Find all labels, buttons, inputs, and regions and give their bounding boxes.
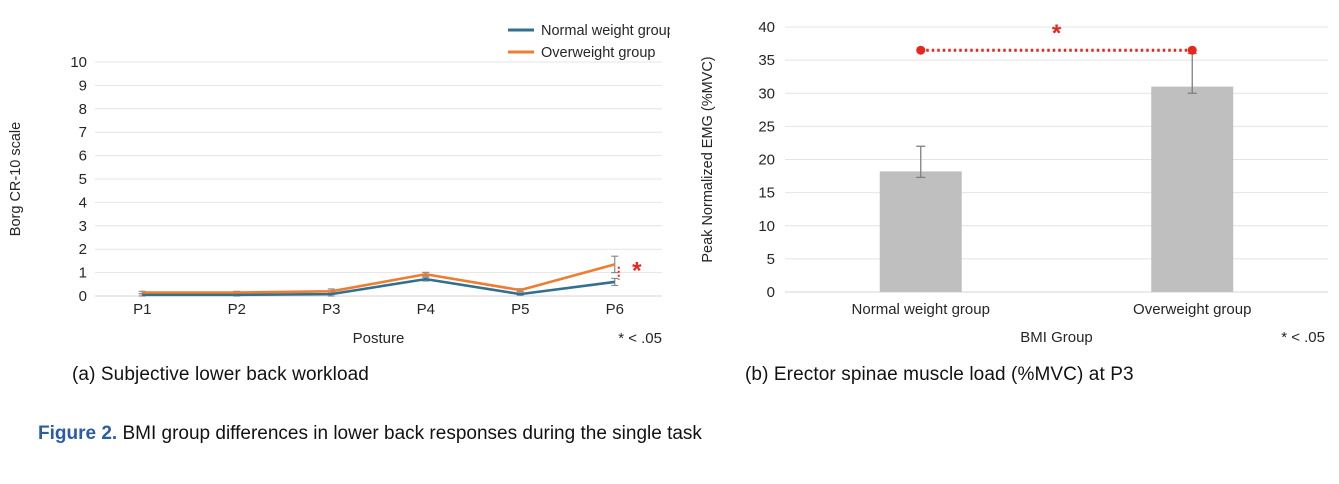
y-tick-label: 20 <box>758 152 775 169</box>
borg-scale-line-chart: 0 1 2 3 4 5 6 7 8 9 10 Borg CR-10 scale P1 P2 P3 P4 P5 P6… <box>8 23 675 347</box>
y-tick-label: 6 <box>79 148 87 165</box>
legend-label: Normal weight group <box>541 23 670 39</box>
y-tick-label: 7 <box>79 124 87 141</box>
x-tick-label: Normal weight group <box>852 301 990 318</box>
emg-bar-chart: 0 5 10 15 20 25 30 35 40 Peak Normalized EMG (%MV… <box>700 19 1328 346</box>
x-tick-label: P6 <box>606 301 624 318</box>
y-tick-label: 35 <box>758 52 775 69</box>
significance-note: * < .05 <box>1281 329 1325 346</box>
y-tick-label: 25 <box>758 118 775 135</box>
figure-caption-label: Figure 2. <box>38 423 118 444</box>
x-tick-label: Overweight group <box>1133 301 1251 318</box>
panel-a-caption: (a) Subjective lower back workload <box>72 364 369 385</box>
y-axis-title: Peak Normalized EMG (%MVC) <box>700 56 716 262</box>
y-axis-title: Borg CR-10 scale <box>8 122 24 236</box>
y-tick-label: 5 <box>79 171 87 188</box>
y-tick-label: 10 <box>70 54 87 71</box>
y-tick-label: 2 <box>79 241 87 258</box>
x-tick-label: P3 <box>322 301 340 318</box>
y-tick-label: 40 <box>758 19 775 36</box>
panel-b-caption: (b) Erector spinae muscle load (%MVC) at… <box>745 364 1134 385</box>
figure-caption: Figure 2. BMI group differences in lower… <box>38 423 702 445</box>
panel-a-line-chart: 0 1 2 3 4 5 6 7 8 9 10 Borg CR-10 scale P1 P2 P3 P4 P5 P6… <box>0 0 675 365</box>
bar-normal-weight-group <box>879 171 962 292</box>
figure-caption-text: BMI group differences in lower back resp… <box>117 423 702 444</box>
y-tick-label: 0 <box>767 284 775 301</box>
significance-endpoint-dot <box>1187 45 1197 55</box>
y-tick-label: 5 <box>767 251 775 268</box>
y-tick-label: 30 <box>758 85 775 102</box>
x-axis-title: BMI Group <box>1020 329 1093 346</box>
legend-label: Overweight group <box>541 45 655 61</box>
panel-b-bar-chart: 0 5 10 15 20 25 30 35 40 Peak Normalized EMG (%MV… <box>670 0 1339 365</box>
y-tick-label: 1 <box>79 265 87 282</box>
y-tick-label: 0 <box>79 288 87 305</box>
y-tick-label: 10 <box>758 218 775 235</box>
significance-note: * < .05 <box>618 330 662 347</box>
x-tick-label: P4 <box>417 301 435 318</box>
y-tick-label: 8 <box>79 101 87 118</box>
x-axis-title: Posture <box>353 330 405 347</box>
significance-star: * <box>632 258 642 285</box>
y-tick-label: 9 <box>79 77 87 94</box>
x-tick-label: P1 <box>133 301 151 318</box>
significance-star: * <box>1052 20 1062 47</box>
x-tick-label: P2 <box>228 301 246 318</box>
bar-overweight-group <box>1151 86 1234 292</box>
line-series-overweight-group <box>142 263 616 294</box>
line-series-normal-weight-group <box>142 277 615 297</box>
y-tick-label: 15 <box>758 185 775 202</box>
significance-endpoint-dot <box>916 45 926 55</box>
y-tick-label: 4 <box>79 194 87 211</box>
y-tick-label: 3 <box>79 218 87 235</box>
x-tick-label: P5 <box>511 301 529 318</box>
